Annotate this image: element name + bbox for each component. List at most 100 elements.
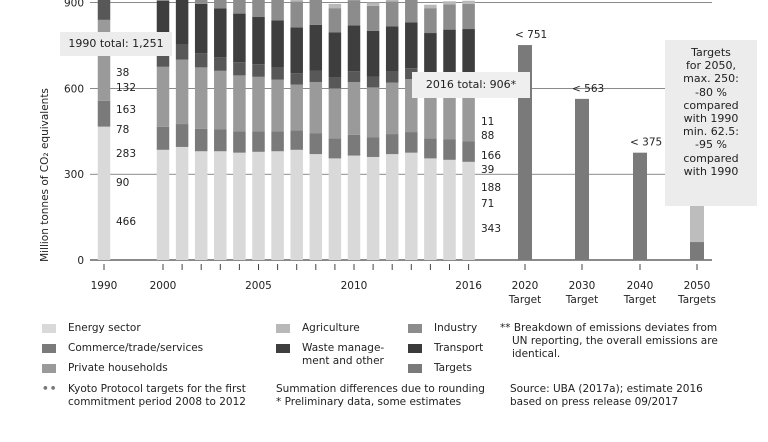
bar-segment [156, 126, 170, 150]
bar-segment [328, 32, 342, 78]
bar-segment [424, 4, 437, 9]
legend-swatch [42, 324, 56, 333]
bar-segment [97, 0, 111, 20]
legend-column-2: Agriculture Waste manage- ment and other [276, 322, 406, 382]
bar-segment [271, 20, 284, 68]
bar-segment [214, 57, 227, 71]
bar-segment [328, 8, 342, 33]
bar-segment [462, 141, 475, 162]
bar-segment [309, 24, 323, 71]
legend-swatch [276, 344, 290, 353]
bar-segment [194, 3, 208, 54]
legend-label: Commerce/trade/services [68, 342, 204, 354]
note-line: Summation differences due to rounding [276, 383, 485, 395]
legend-swatch [408, 364, 422, 373]
x-tick-label: 2010 [341, 280, 368, 292]
bar-segment [443, 29, 456, 77]
rounding-note: Summation differences due to rounding * … [276, 383, 502, 409]
bar-segment [194, 128, 208, 152]
bar-segment [252, 17, 265, 65]
bar-segment [347, 81, 361, 135]
legend-label: Energy sector [68, 322, 141, 334]
targets-2050-line: with 1990 [683, 164, 739, 178]
legend-label: Kyoto Protocol targets for the first [68, 383, 246, 395]
bar-segment [271, 151, 284, 260]
bar-segment [194, 67, 208, 129]
bar-segment [233, 131, 246, 153]
bar-segment [443, 87, 456, 140]
bar-segment [328, 3, 342, 9]
y-tick-label: 900 [64, 0, 84, 9]
bar-segment [271, 67, 284, 80]
total-1990-callout: 1990 total: 1,251 [60, 32, 172, 56]
bar-segment [385, 82, 399, 135]
bar-segment [194, 0, 208, 4]
bar-segment [443, 4, 456, 30]
total-2016-label: 2016 total: 906* [425, 78, 517, 91]
bar-segment [443, 159, 456, 260]
bar-segment [424, 89, 437, 139]
bar-segment [175, 59, 189, 125]
data-label-1990: 132 [116, 82, 136, 94]
legend-label: Transport [434, 342, 484, 354]
target-value-label: < 751 [515, 29, 547, 41]
legend-label: Private households [68, 362, 168, 374]
bar-segment [385, 134, 399, 155]
targets-2050-line: min. 62.5: [683, 125, 739, 139]
bar-segment [194, 53, 208, 68]
targets-2050-line: compared [683, 98, 739, 112]
bar-segment [290, 130, 303, 150]
note-line: identical. [512, 348, 561, 360]
bar-segment [309, 0, 323, 25]
bar-segment [443, 1, 456, 5]
y-tick-label: 300 [64, 169, 84, 181]
bar-segment [347, 134, 361, 156]
bar-segment [175, 146, 189, 260]
total-1990-label: 1990 total: 1,251 [68, 37, 164, 50]
data-label-2016: 343 [481, 223, 501, 235]
bar-segment [328, 88, 342, 139]
bar-segment [233, 75, 246, 132]
bar-segment [175, 0, 189, 45]
x-tick-label: 2020 [512, 280, 539, 292]
bar-segment [97, 100, 111, 127]
bar-segment [194, 151, 208, 260]
bar-segment [462, 87, 475, 142]
bar-segment [290, 27, 303, 74]
legend-label: Industry [434, 322, 478, 334]
bar-segment [405, 132, 418, 153]
bar-segment [328, 138, 342, 159]
bar-segment [462, 0, 475, 4]
x-tick-label: 2000 [150, 280, 177, 292]
y-tick-label: 600 [64, 83, 84, 95]
legend-label: ment and other [302, 355, 384, 367]
legend-label: commitment period 2008 to 2012 [68, 396, 246, 408]
bar-segment [424, 8, 437, 34]
total-2016-callout: 2016 total: 906* [412, 72, 530, 98]
bar-segment [252, 76, 265, 132]
x-tick-label: 2030 [569, 280, 596, 292]
target-value-label: < 375 [630, 137, 662, 149]
bar-segment [290, 1, 303, 28]
targets-2050-line: for 2050, [685, 59, 737, 73]
bar-segment [385, 26, 399, 72]
bar-segment [424, 158, 437, 260]
legend-label: Waste manage- [302, 342, 385, 354]
legend-column-1: Energy sector Commerce/trade/services Pr… [42, 322, 272, 422]
bar-segment [385, 0, 399, 2]
bar-segment [233, 152, 246, 260]
x-tick-label: Target [623, 294, 656, 306]
targets-2050-line: Targets [691, 46, 731, 59]
bar-segment [233, 13, 246, 63]
target-bar [518, 45, 532, 261]
y-tick-label: 0 [77, 255, 84, 267]
bar-segment [252, 131, 265, 152]
targets-2050-line: -95 % [695, 138, 727, 152]
legend-swatch [42, 344, 56, 353]
x-tick-label: 1990 [91, 280, 118, 292]
x-tick-label: 2050 [684, 280, 711, 292]
targets-2050-line: compared [683, 151, 739, 165]
source-note: Source: UBA (2017a); estimate 2016 based… [510, 383, 762, 409]
bar-segment [309, 154, 323, 260]
